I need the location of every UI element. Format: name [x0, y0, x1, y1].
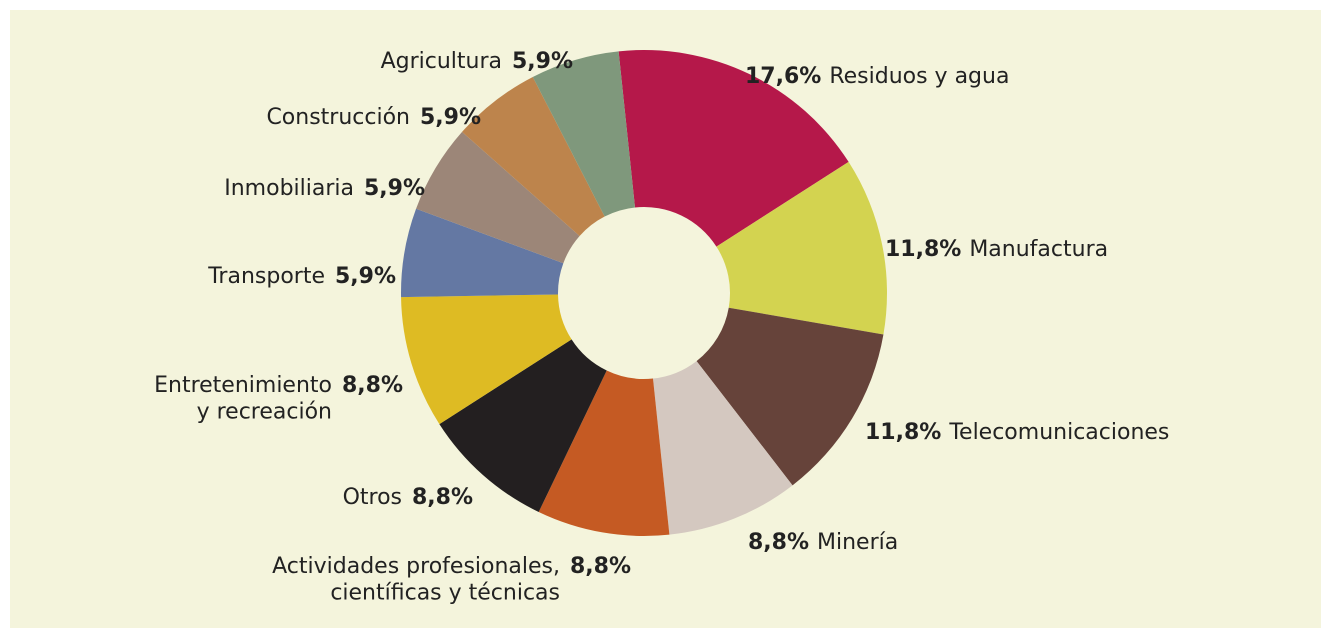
donut-slice: [696, 307, 884, 486]
value-label: 8,8%: [748, 530, 809, 555]
category-label: Telecomunicaciones: [948, 420, 1169, 445]
value-label: 5,9%: [335, 264, 396, 289]
donut-slice: [401, 208, 564, 298]
value-label: 5,9%: [364, 176, 425, 201]
donut-slice: [538, 370, 670, 536]
donut-slice: [439, 339, 607, 512]
value-label: 17,6%: [745, 64, 821, 89]
category-label: Inmobiliaria: [224, 176, 354, 201]
category-label: Manufactura: [969, 237, 1108, 262]
value-label: 8,8%: [342, 373, 403, 398]
category-label: Minería: [817, 530, 898, 555]
value-label: 8,8%: [412, 485, 473, 510]
category-label: Residuos y agua: [829, 64, 1009, 89]
category-label: Transporte: [207, 264, 325, 289]
value-label: 5,9%: [512, 49, 573, 74]
donut-slice: [401, 294, 572, 425]
donut-slice: [716, 161, 887, 335]
category-label: Entretenimiento y recreación: [154, 373, 332, 424]
donut-slice: [532, 51, 636, 217]
donut-slice: [416, 131, 580, 264]
value-label: 11,8%: [885, 237, 961, 262]
category-label: Construcción: [266, 105, 410, 130]
donut-slice: [652, 361, 793, 535]
donut-slice: [618, 50, 849, 247]
donut-slice: [462, 76, 605, 236]
value-label: 5,9%: [420, 105, 481, 130]
value-label: 8,8%: [570, 554, 631, 579]
value-label: 11,8%: [865, 420, 941, 445]
category-label: Actividades profesionales, científicas y …: [272, 554, 560, 605]
category-label: Agricultura: [381, 49, 502, 74]
category-label: Otros: [343, 485, 402, 510]
